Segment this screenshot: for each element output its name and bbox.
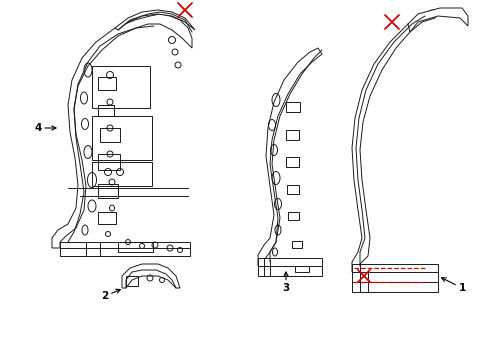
Bar xyxy=(118,242,153,252)
Polygon shape xyxy=(351,10,439,272)
Bar xyxy=(98,154,120,170)
Bar xyxy=(285,102,299,112)
Bar xyxy=(285,157,298,167)
Bar xyxy=(92,162,152,186)
Bar xyxy=(98,77,116,90)
Polygon shape xyxy=(52,14,192,248)
Polygon shape xyxy=(258,258,321,276)
Bar xyxy=(98,212,116,224)
Polygon shape xyxy=(115,10,195,30)
Text: 2: 2 xyxy=(101,289,120,301)
Bar xyxy=(98,105,114,116)
Bar xyxy=(60,242,190,256)
Polygon shape xyxy=(351,264,437,292)
Bar xyxy=(291,241,302,248)
Polygon shape xyxy=(407,8,467,32)
Bar xyxy=(92,66,150,108)
Text: 1: 1 xyxy=(441,278,465,293)
Bar xyxy=(286,185,298,194)
Polygon shape xyxy=(122,264,180,288)
Text: 4: 4 xyxy=(34,123,56,133)
Bar xyxy=(287,212,298,220)
Polygon shape xyxy=(258,48,321,266)
Bar xyxy=(126,276,138,286)
Bar xyxy=(92,116,152,160)
Bar xyxy=(100,128,120,142)
Bar xyxy=(294,266,308,272)
Bar xyxy=(285,130,298,140)
Bar xyxy=(98,184,118,198)
Text: 3: 3 xyxy=(282,272,289,293)
